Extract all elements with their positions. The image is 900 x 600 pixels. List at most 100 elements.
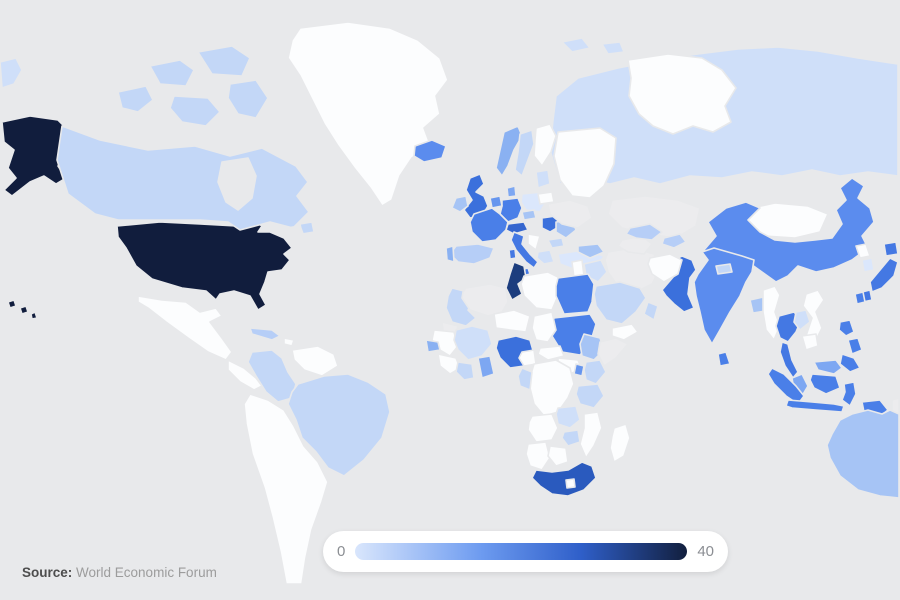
country-tunisia[interactable] bbox=[505, 261, 527, 301]
country-greece[interactable] bbox=[536, 249, 555, 265]
country-central-america[interactable] bbox=[227, 359, 263, 391]
country-usa[interactable] bbox=[30, 311, 38, 320]
country-mozambique[interactable] bbox=[579, 411, 603, 459]
country-denmark[interactable] bbox=[506, 185, 517, 198]
country-afghanistan[interactable] bbox=[647, 253, 683, 283]
country-congo[interactable] bbox=[517, 367, 533, 391]
country-tanzania[interactable] bbox=[575, 383, 605, 409]
country-greenland[interactable] bbox=[287, 21, 449, 207]
country-norway[interactable] bbox=[495, 125, 523, 177]
country-australia[interactable] bbox=[826, 409, 900, 499]
country-cambodia[interactable] bbox=[801, 333, 819, 351]
country-nepal[interactable] bbox=[715, 263, 733, 275]
country-iceland[interactable] bbox=[413, 139, 447, 163]
country-mali[interactable] bbox=[453, 325, 493, 361]
country-belarus[interactable] bbox=[537, 191, 555, 205]
country-philippines[interactable] bbox=[847, 337, 863, 355]
country-canada[interactable] bbox=[197, 45, 251, 77]
country-botswana[interactable] bbox=[547, 445, 569, 467]
country-ireland[interactable] bbox=[451, 195, 469, 213]
country-italy[interactable] bbox=[508, 248, 517, 260]
country-sweden[interactable] bbox=[514, 129, 535, 177]
legend-gradient-bar bbox=[355, 543, 688, 560]
country-madagascar[interactable] bbox=[609, 423, 631, 463]
country-benelux[interactable] bbox=[489, 195, 503, 209]
country-angola[interactable] bbox=[527, 413, 559, 443]
country-alpine[interactable] bbox=[505, 221, 529, 235]
country-finland[interactable] bbox=[533, 123, 557, 167]
country-usa[interactable] bbox=[1, 115, 67, 197]
country-canada[interactable] bbox=[117, 85, 154, 113]
country-indonesia[interactable] bbox=[809, 373, 841, 395]
color-scale-legend: 0 40 bbox=[323, 531, 728, 572]
country-uzbekistan[interactable] bbox=[625, 223, 663, 241]
country-canada[interactable] bbox=[227, 79, 269, 119]
legend-max-label: 40 bbox=[697, 543, 714, 560]
country-caucasus[interactable] bbox=[577, 243, 605, 259]
country-south-korea[interactable] bbox=[861, 257, 875, 273]
map-patch bbox=[553, 127, 617, 199]
country-ivory-coast[interactable] bbox=[455, 361, 475, 381]
country-philippines[interactable] bbox=[838, 319, 855, 337]
country-somalia[interactable] bbox=[597, 337, 629, 367]
country-libya[interactable] bbox=[520, 271, 561, 311]
country-car[interactable] bbox=[537, 345, 565, 361]
country-usa[interactable] bbox=[19, 305, 29, 315]
country-indonesia[interactable] bbox=[785, 399, 845, 413]
country-north-korea[interactable] bbox=[855, 243, 871, 259]
country-chad[interactable] bbox=[531, 311, 557, 343]
country-south-africa[interactable] bbox=[531, 461, 597, 497]
country-india[interactable] bbox=[693, 247, 755, 345]
country-indonesia[interactable] bbox=[841, 381, 857, 407]
country-czech[interactable] bbox=[521, 209, 537, 221]
country-cuba[interactable] bbox=[249, 327, 281, 341]
country-canada[interactable] bbox=[149, 59, 195, 87]
country-thailand[interactable] bbox=[779, 341, 799, 379]
country-vietnam[interactable] bbox=[802, 289, 825, 345]
map-patch bbox=[561, 37, 591, 53]
country-taiwan[interactable] bbox=[854, 291, 866, 305]
country-usa[interactable] bbox=[7, 299, 17, 309]
country-italy[interactable] bbox=[510, 231, 539, 269]
country-china[interactable] bbox=[703, 177, 875, 283]
country-bulgaria[interactable] bbox=[547, 237, 565, 249]
country-ukraine[interactable] bbox=[547, 199, 593, 229]
country-japan[interactable] bbox=[869, 257, 899, 293]
country-japan[interactable] bbox=[883, 241, 899, 257]
country-malaysia[interactable] bbox=[813, 359, 843, 375]
country-laos[interactable] bbox=[793, 309, 811, 331]
country-southern-cone[interactable] bbox=[243, 393, 329, 585]
country-canada[interactable] bbox=[169, 95, 221, 127]
country-senegal[interactable] bbox=[425, 339, 441, 353]
country-uganda[interactable] bbox=[573, 363, 585, 377]
country-lesotho[interactable] bbox=[565, 478, 576, 489]
country-cameroon[interactable] bbox=[518, 349, 537, 367]
country-france[interactable] bbox=[469, 207, 509, 243]
country-saudi-arabia[interactable] bbox=[593, 281, 647, 325]
country-zimbabwe[interactable] bbox=[561, 429, 581, 447]
map-patch bbox=[601, 41, 625, 55]
country-venezuela[interactable] bbox=[291, 345, 339, 377]
country-germany[interactable] bbox=[499, 197, 523, 223]
map-patch bbox=[627, 53, 737, 135]
country-baltics[interactable] bbox=[535, 169, 551, 189]
country-philippines[interactable] bbox=[839, 353, 861, 373]
country-hispaniola[interactable] bbox=[283, 337, 295, 347]
country-yemen[interactable] bbox=[611, 323, 639, 341]
country-kyrgyzstan[interactable] bbox=[661, 233, 687, 249]
country-zambia[interactable] bbox=[555, 405, 581, 429]
country-sri-lanka[interactable] bbox=[717, 351, 731, 367]
map-patch bbox=[0, 57, 23, 89]
country-portugal[interactable] bbox=[445, 245, 455, 263]
country-ghana[interactable] bbox=[477, 355, 495, 379]
country-brazil[interactable] bbox=[287, 373, 391, 477]
country-guinea[interactable] bbox=[437, 353, 461, 375]
country-balkans[interactable] bbox=[527, 233, 541, 251]
country-egypt[interactable] bbox=[555, 273, 595, 315]
country-mexico[interactable] bbox=[137, 295, 233, 361]
country-oman[interactable] bbox=[643, 301, 659, 321]
legend-min-label: 0 bbox=[337, 543, 346, 560]
country-niger[interactable] bbox=[493, 309, 531, 333]
